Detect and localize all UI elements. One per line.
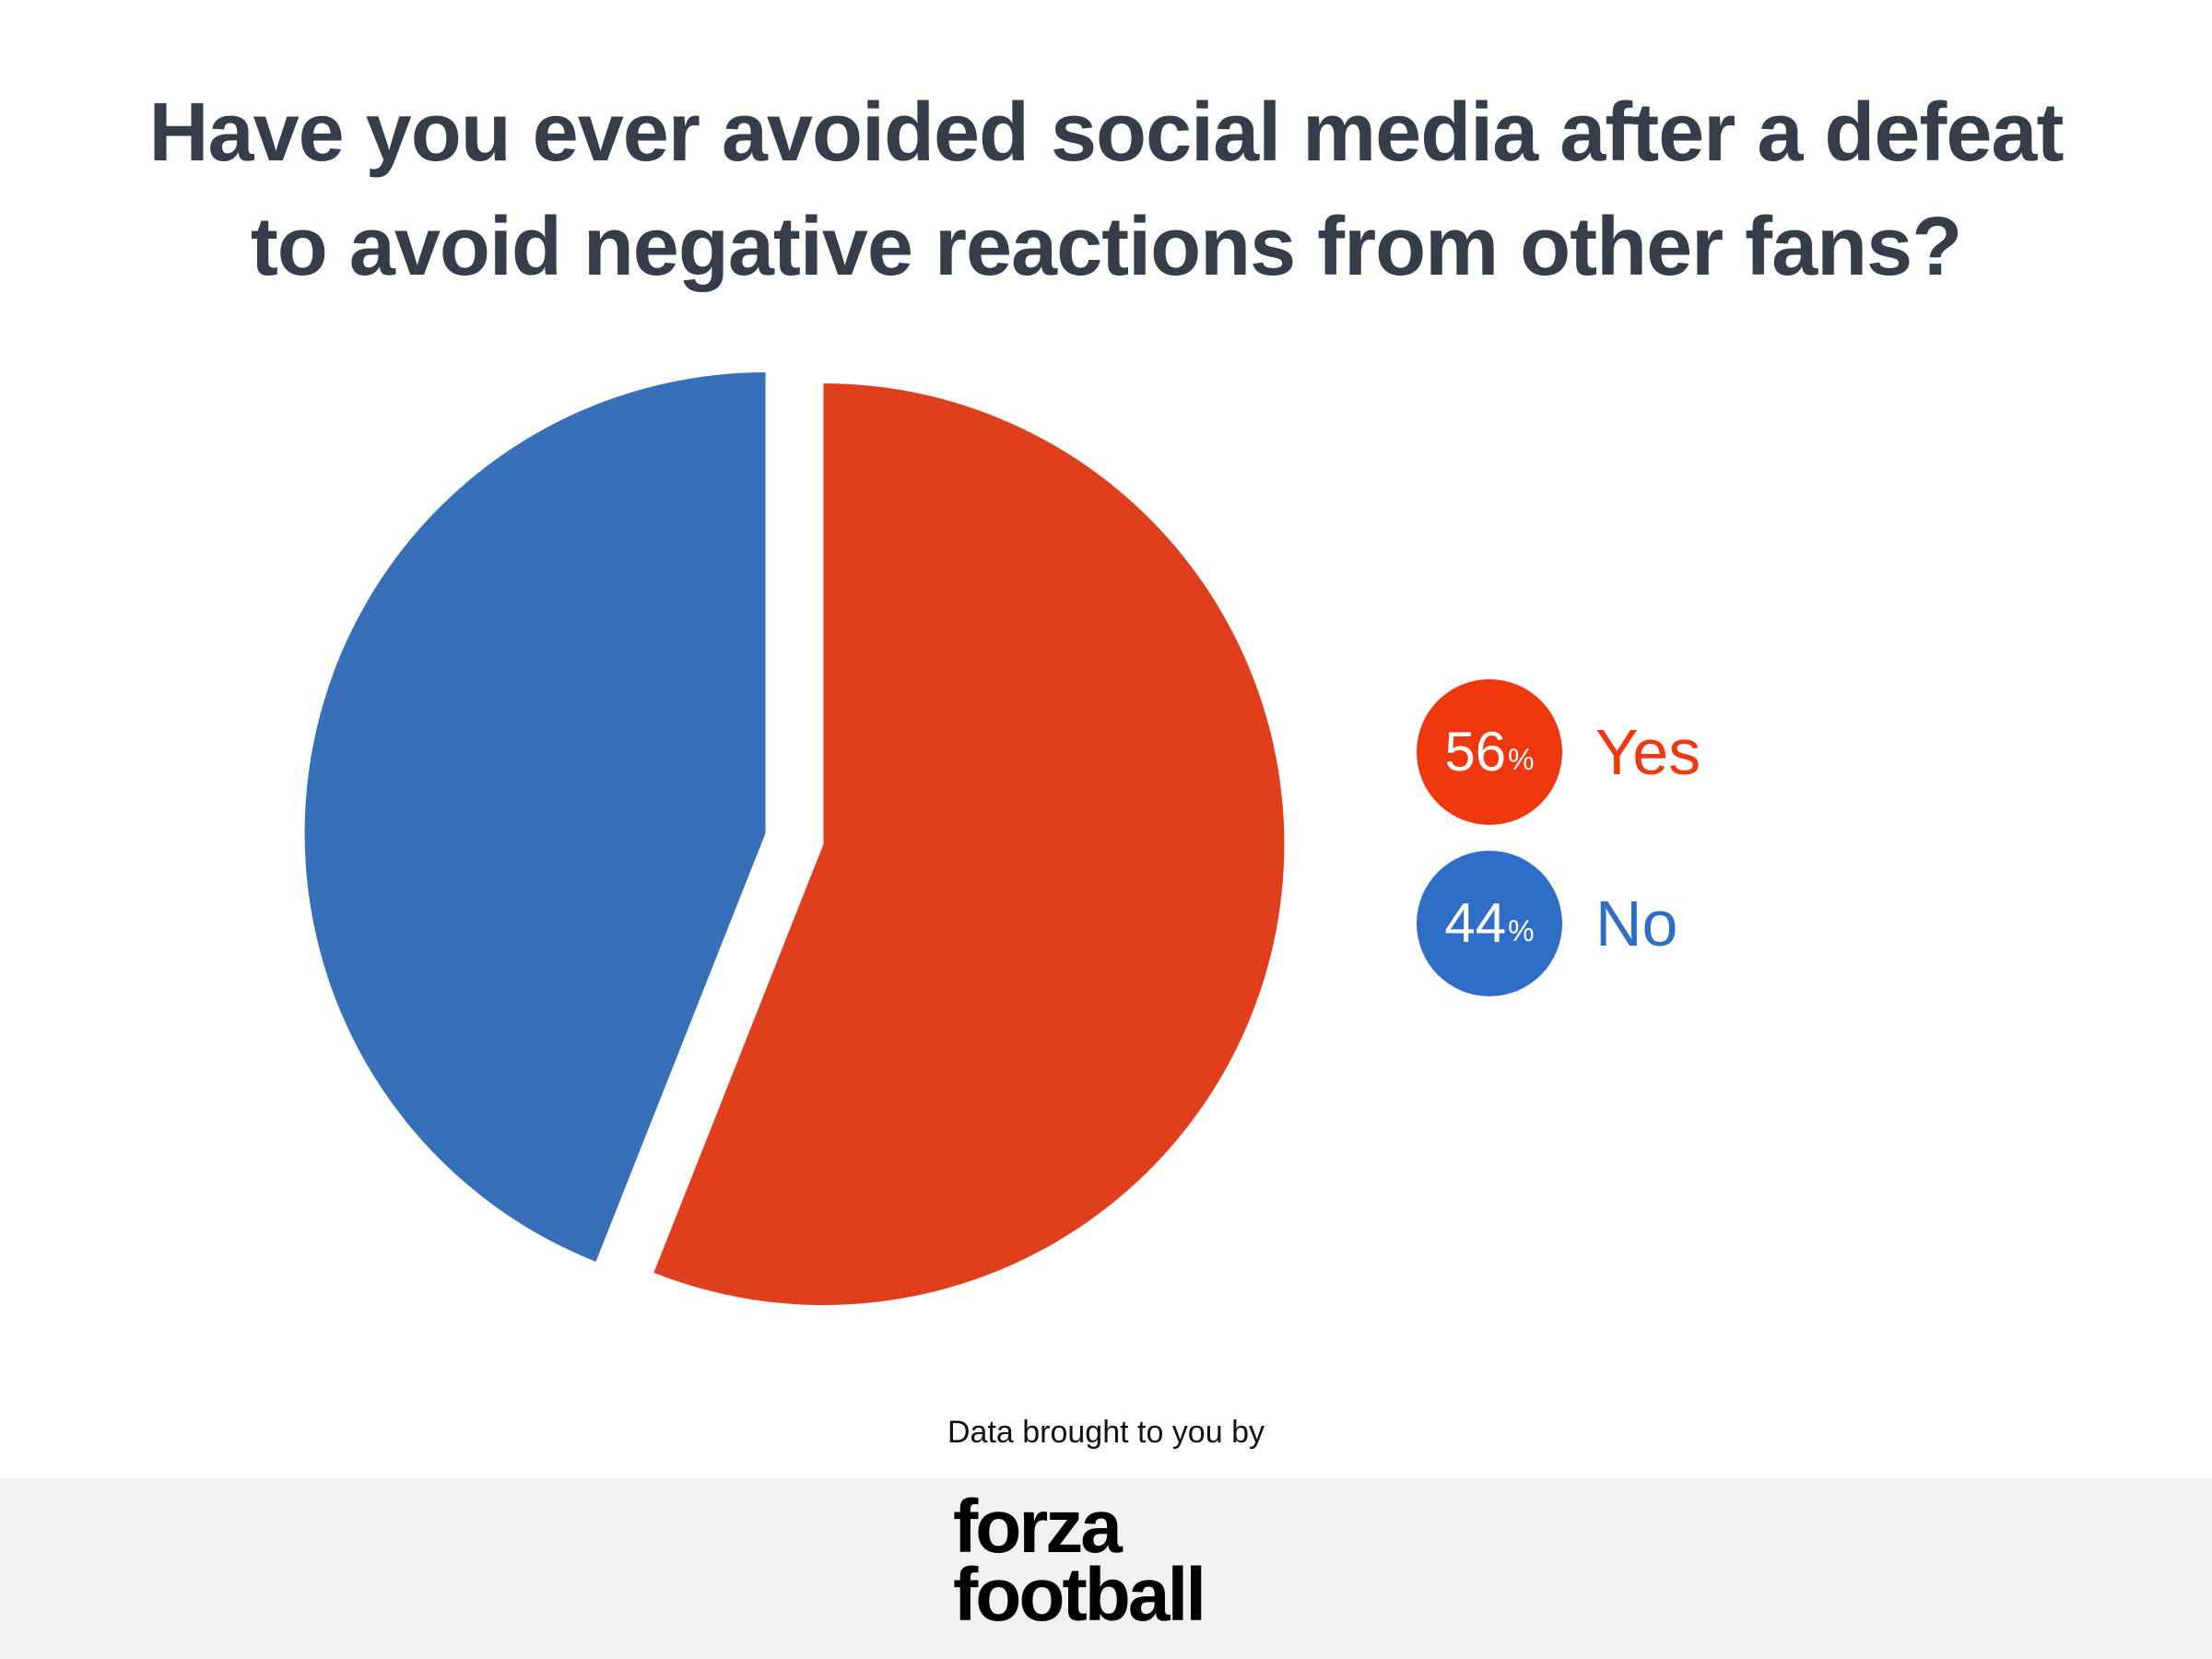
- legend-yes-circle: 56%: [1417, 679, 1562, 825]
- legend-no-percent-sign: %: [1508, 914, 1535, 947]
- logo-line-2: football: [953, 1553, 1206, 1637]
- footer-bar: [0, 1478, 2212, 1659]
- forza-football-logo: forza football: [953, 1485, 1257, 1637]
- legend-yes-percent-sign: %: [1508, 743, 1535, 776]
- chart-title-line-2: to avoid negative reactions from other f…: [250, 201, 1962, 293]
- legend-no-label: No: [1595, 888, 1678, 959]
- legend-yes-label: Yes: [1595, 716, 1701, 788]
- legend-yes-value: 56: [1444, 721, 1507, 782]
- pie-slice-yes: [653, 383, 1285, 1305]
- pie-slice-no: [304, 371, 766, 1262]
- chart-title-line-1: Have you ever avoided social media after…: [148, 87, 2065, 179]
- legend-item-no: 44% No: [1417, 850, 1677, 997]
- legend-no-value: 44: [1444, 892, 1507, 954]
- legend-no-circle: 44%: [1417, 851, 1562, 996]
- legend-item-yes: 56% Yes: [1417, 678, 1700, 826]
- chart-title: Have you ever avoided social media after…: [0, 76, 2212, 304]
- data-source-text: Data brought to you by: [947, 1415, 1265, 1450]
- logo-line-1: forza: [953, 1485, 1123, 1569]
